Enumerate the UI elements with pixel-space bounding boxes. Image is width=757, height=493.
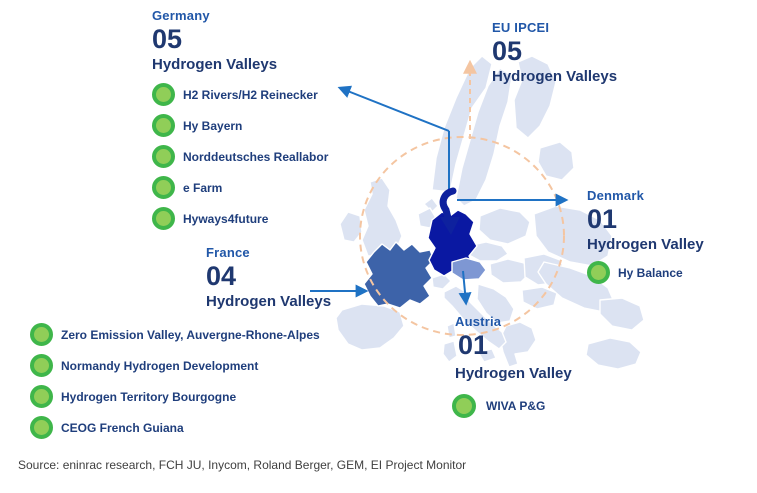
valley-bullet-icon	[452, 394, 476, 419]
country-label-austria: Austria	[455, 314, 502, 329]
valleys-label-france: Hydrogen Valleys	[206, 293, 332, 311]
valley-bullet-icon	[152, 114, 175, 138]
map-country-greece	[499, 321, 537, 368]
country-label-germany: Germany	[152, 8, 210, 23]
list-item: Hyways4future	[152, 207, 328, 231]
valley-count-denmark: 01	[587, 204, 618, 234]
list-item: WIVA P&G	[452, 394, 572, 419]
valley-bullet-icon	[152, 176, 175, 200]
valley-list-denmark: Hy Balance	[587, 261, 704, 285]
list-item: Zero Emission Valley, Auvergne-Rhone-Alp…	[30, 323, 320, 346]
valley-list-austria: WIVA P&G	[452, 394, 572, 419]
valley-count-eu-ipcei: 05	[492, 36, 523, 66]
map-country-bulgaria	[521, 286, 558, 310]
map-country-poland	[478, 207, 531, 245]
list-item: Hydrogen Territory Bourgogne	[30, 385, 320, 408]
list-item: Hy Bayern	[152, 114, 328, 138]
map-country-france-highlight	[363, 241, 435, 309]
map-country-blacksea-coast	[599, 297, 645, 331]
map-country-balkans	[476, 283, 515, 324]
list-item: e Farm	[152, 176, 328, 200]
valley-count-germany: 05	[152, 24, 183, 54]
map-country-turkey	[585, 337, 642, 370]
denmark-panel: Denmark 01 Hydrogen Valley Hy Balance	[587, 188, 704, 292]
france-panel: France 04 Hydrogen Valleys	[206, 245, 331, 310]
valley-bullet-icon	[30, 416, 53, 439]
valley-bullet-icon	[587, 261, 610, 285]
map-country-austria-highlight	[451, 257, 487, 281]
source-line: Source: eninrac research, FCH JU, Inycom…	[18, 458, 467, 472]
valleys-label-germany: Hydrogen Valleys	[152, 56, 278, 74]
map-countries	[335, 55, 645, 370]
map-country-sweden	[455, 67, 513, 207]
map-country-czechia	[467, 241, 509, 262]
valley-bullet-icon	[152, 145, 175, 169]
valley-bullet-icon	[152, 207, 175, 231]
map-country-ireland	[339, 211, 363, 243]
valley-bullet-icon	[152, 83, 175, 107]
map-island-sardinia	[442, 340, 458, 363]
valley-count-france: 04	[206, 261, 237, 291]
valleys-label-austria: Hydrogen Valley	[455, 365, 572, 383]
austria-panel: Austria 01 Hydrogen Valley WIVA P&G	[452, 314, 572, 426]
germany-arrow	[337, 85, 450, 132]
denmark-to-germany-arrowhead	[440, 217, 460, 235]
country-label-denmark: Denmark	[587, 188, 645, 203]
list-item: Normandy Hydrogen Development	[30, 354, 320, 377]
valleys-label-eu-ipcei: Hydrogen Valleys	[492, 68, 618, 86]
map-island-sicily	[477, 348, 497, 363]
valley-bullet-icon	[30, 354, 53, 377]
austria-arrow	[458, 270, 472, 306]
map-country-baltics	[537, 141, 575, 181]
country-label-eu-ipcei: EU IPCEI	[492, 20, 550, 35]
valley-bullet-icon	[30, 323, 53, 346]
list-item: H2 Rivers/H2 Reinecker	[152, 83, 328, 107]
valley-list-france: Zero Emission Valley, Auvergne-Rhone-Alp…	[30, 323, 320, 447]
list-item: Norddeutsches Reallabor	[152, 145, 328, 169]
map-country-belarus	[533, 205, 613, 267]
valley-bullet-icon	[30, 385, 53, 408]
map-country-switzerland	[431, 273, 452, 290]
list-item: CEOG French Guiana	[30, 416, 320, 439]
denmark-to-germany-arrow	[439, 187, 457, 222]
valley-count-austria: 01	[458, 330, 489, 360]
ipcei-region-circle	[359, 136, 565, 336]
list-item: Hy Balance	[587, 261, 704, 285]
valley-list-germany: H2 Rivers/H2 Reinecker Hy Bayern Norddeu…	[152, 83, 328, 231]
eu-ipcei-panel: EU IPCEI 05 Hydrogen Valleys	[492, 20, 617, 85]
germany-panel: Germany 05 Hydrogen Valleys H2 Rivers/H2…	[152, 8, 328, 238]
map-country-finland	[513, 55, 557, 139]
valleys-label-denmark: Hydrogen Valley	[587, 236, 704, 254]
country-label-france: France	[206, 245, 250, 260]
